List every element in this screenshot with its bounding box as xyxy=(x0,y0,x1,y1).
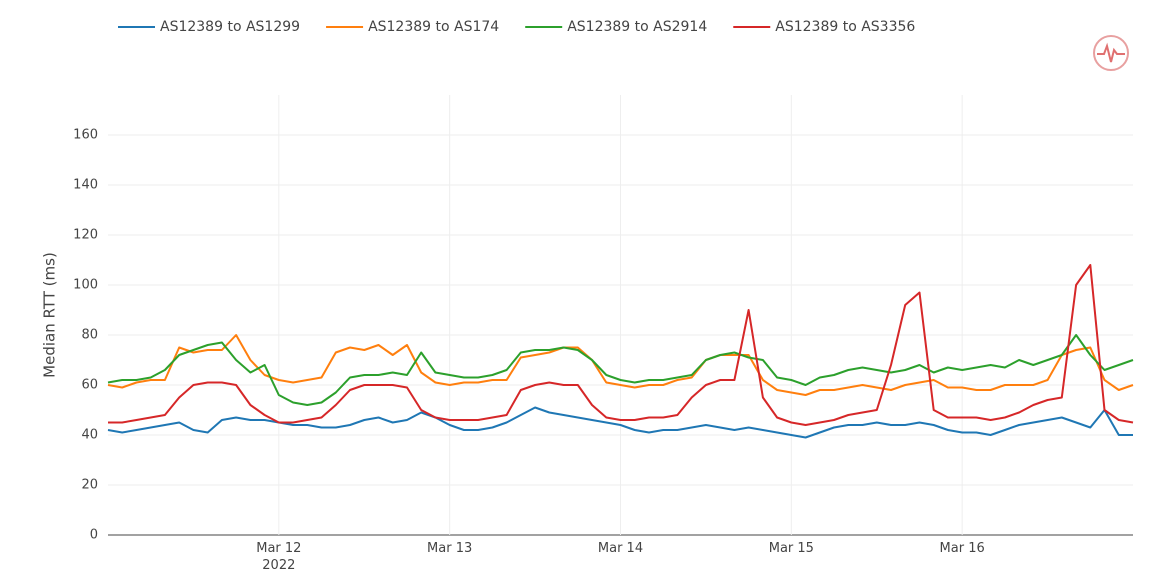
line-series xyxy=(108,264,1134,426)
line-series xyxy=(107,334,1134,396)
y-tick-label: 80 xyxy=(81,328,98,343)
y-tick-label: 140 xyxy=(73,178,98,193)
y-tick-label: 20 xyxy=(81,478,98,493)
x-tick-label: Mar 14 xyxy=(597,541,644,556)
y-tick-label: 60 xyxy=(81,378,98,393)
y-tick-label: 120 xyxy=(73,228,98,243)
y-tick-label: 160 xyxy=(73,128,98,143)
legend-label: AS12389 to AS1299 xyxy=(160,19,300,35)
legend-label: AS12389 to AS174 xyxy=(368,19,499,35)
x-tick-label: Mar 12 2022 xyxy=(256,541,302,573)
y-tick-label: 40 xyxy=(81,428,98,443)
x-tick-label: Mar 15 xyxy=(768,541,814,556)
x-tick-label: Mar 13 xyxy=(427,541,473,556)
y-tick-label: 100 xyxy=(73,278,98,293)
legend-label: AS12389 to AS3356 xyxy=(775,19,915,35)
y-axis-title: Median RTT (ms) xyxy=(41,252,59,378)
x-tick-label: Mar 16 xyxy=(939,541,985,556)
modebar-logo[interactable] xyxy=(1093,35,1129,71)
line-series xyxy=(107,334,1134,406)
legend-label: AS12389 to AS2914 xyxy=(567,19,707,35)
y-tick-label: 0 xyxy=(90,528,98,543)
